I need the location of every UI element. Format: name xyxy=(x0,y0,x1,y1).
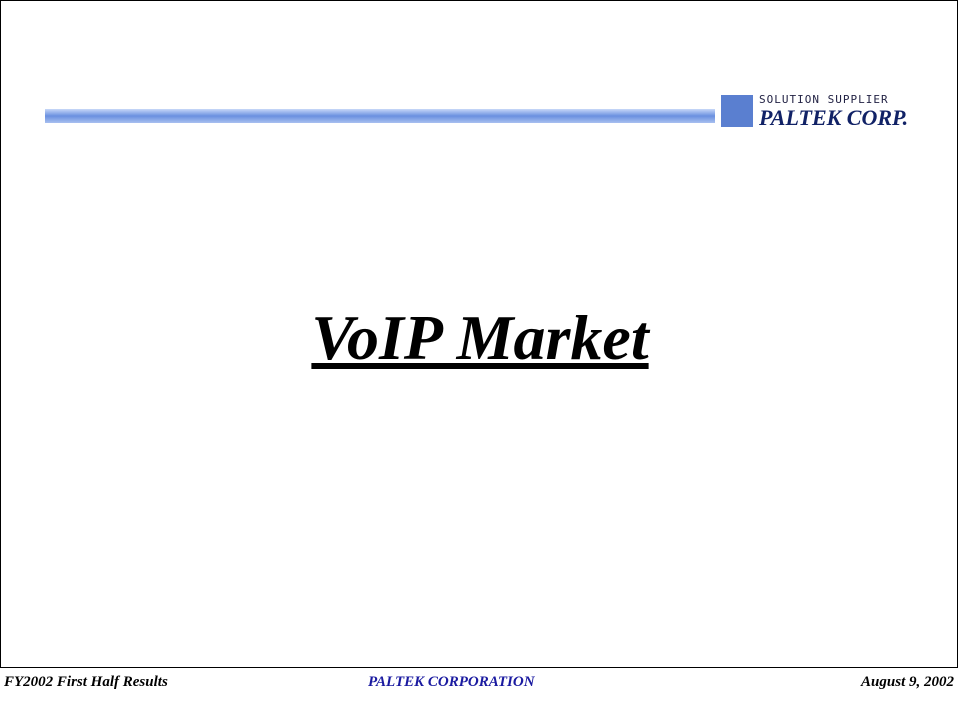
logo-icon xyxy=(721,95,753,127)
footer-right: August 9, 2002 xyxy=(861,674,954,690)
footer-center: PALTEK CORPORATION xyxy=(368,674,535,690)
slide: SOLUTION SUPPLIER PALTEK CORP. VoIP Mark… xyxy=(0,0,958,668)
logo-tagline: SOLUTION SUPPLIER xyxy=(759,93,889,106)
slide-title: VoIP Market xyxy=(311,302,649,373)
footer-left: FY2002 First Half Results xyxy=(4,674,168,690)
logo-name: PALTEK CORP. xyxy=(759,105,909,130)
header-bar xyxy=(45,109,715,123)
